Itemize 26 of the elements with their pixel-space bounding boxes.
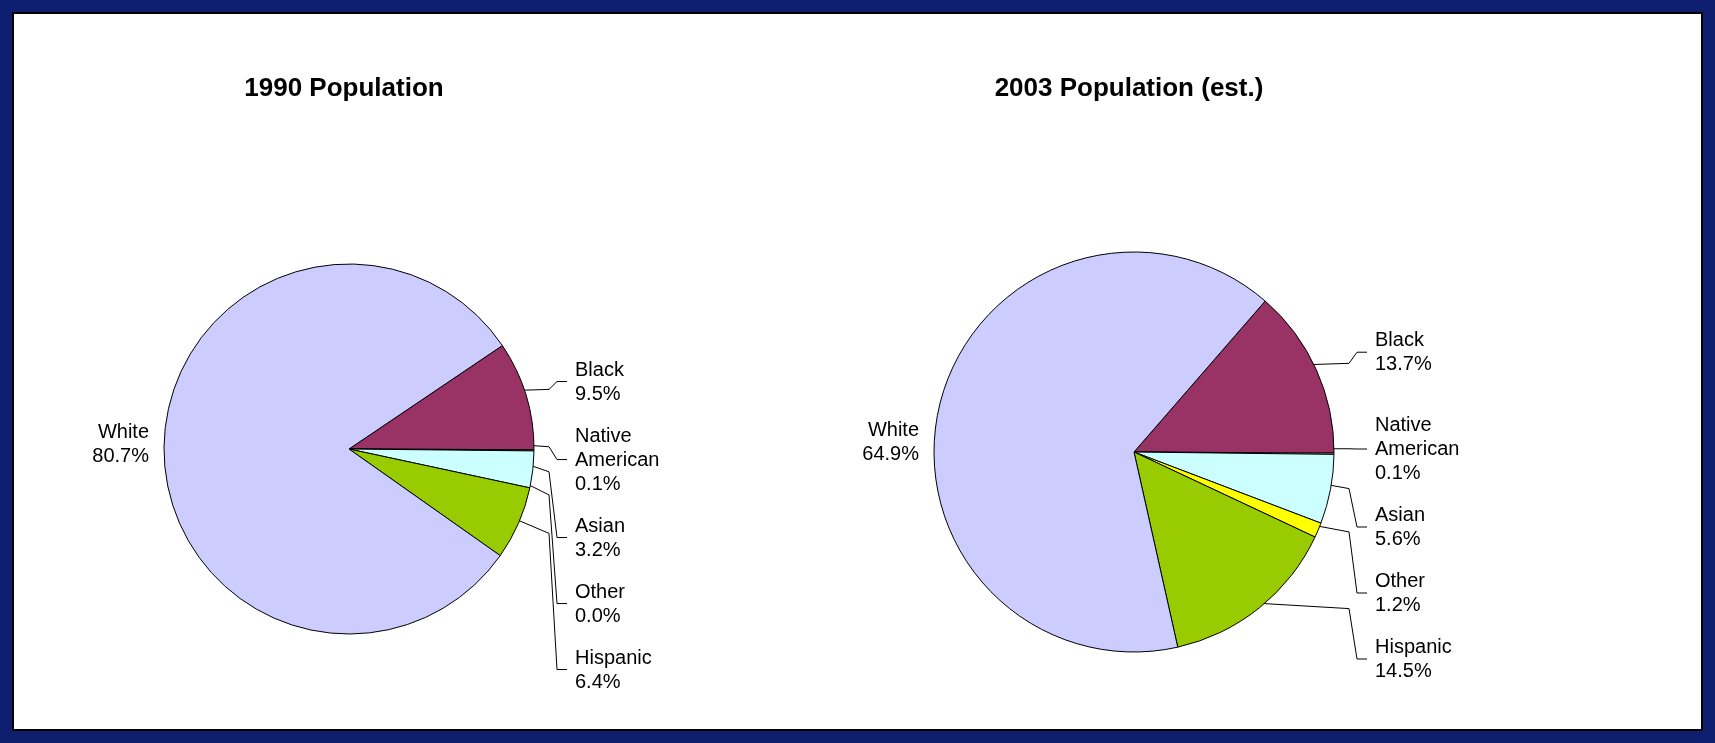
data-label: 5.6% <box>1375 527 1421 550</box>
slice-label: Asian <box>575 513 626 536</box>
slice-label: Hispanic <box>1375 635 1452 658</box>
data-label: 64.9% <box>862 442 920 465</box>
slice-label: Native American <box>1375 413 1460 460</box>
slice-label: Other <box>1375 569 1426 592</box>
slice-label: White <box>867 418 919 441</box>
slice-label: Asian <box>1375 503 1426 526</box>
data-label: 0.1% <box>1375 461 1421 484</box>
category-label: Other <box>575 579 626 602</box>
slice-label: Native American <box>575 423 660 470</box>
slice-label: Hispanic <box>575 645 652 668</box>
data-label: 3.2% <box>575 537 621 560</box>
data-label: 14.5% <box>1375 659 1432 682</box>
chart-title: 1990 Population <box>243 72 445 103</box>
slice-label: Black <box>1375 328 1425 351</box>
data-label: 1.2% <box>1375 593 1421 616</box>
data-label: 80.7% <box>92 443 150 466</box>
text: 0.0% <box>575 603 621 626</box>
data-label: 9.5% <box>575 381 621 404</box>
chart-title: 2003 Population (est.) <box>993 72 1265 103</box>
data-label: 6.4% <box>575 669 621 692</box>
slice-label: White <box>97 419 149 442</box>
slice-label: Black <box>575 357 625 380</box>
data-label: 13.7% <box>1375 352 1432 375</box>
data-label: 0.1% <box>575 471 621 494</box>
